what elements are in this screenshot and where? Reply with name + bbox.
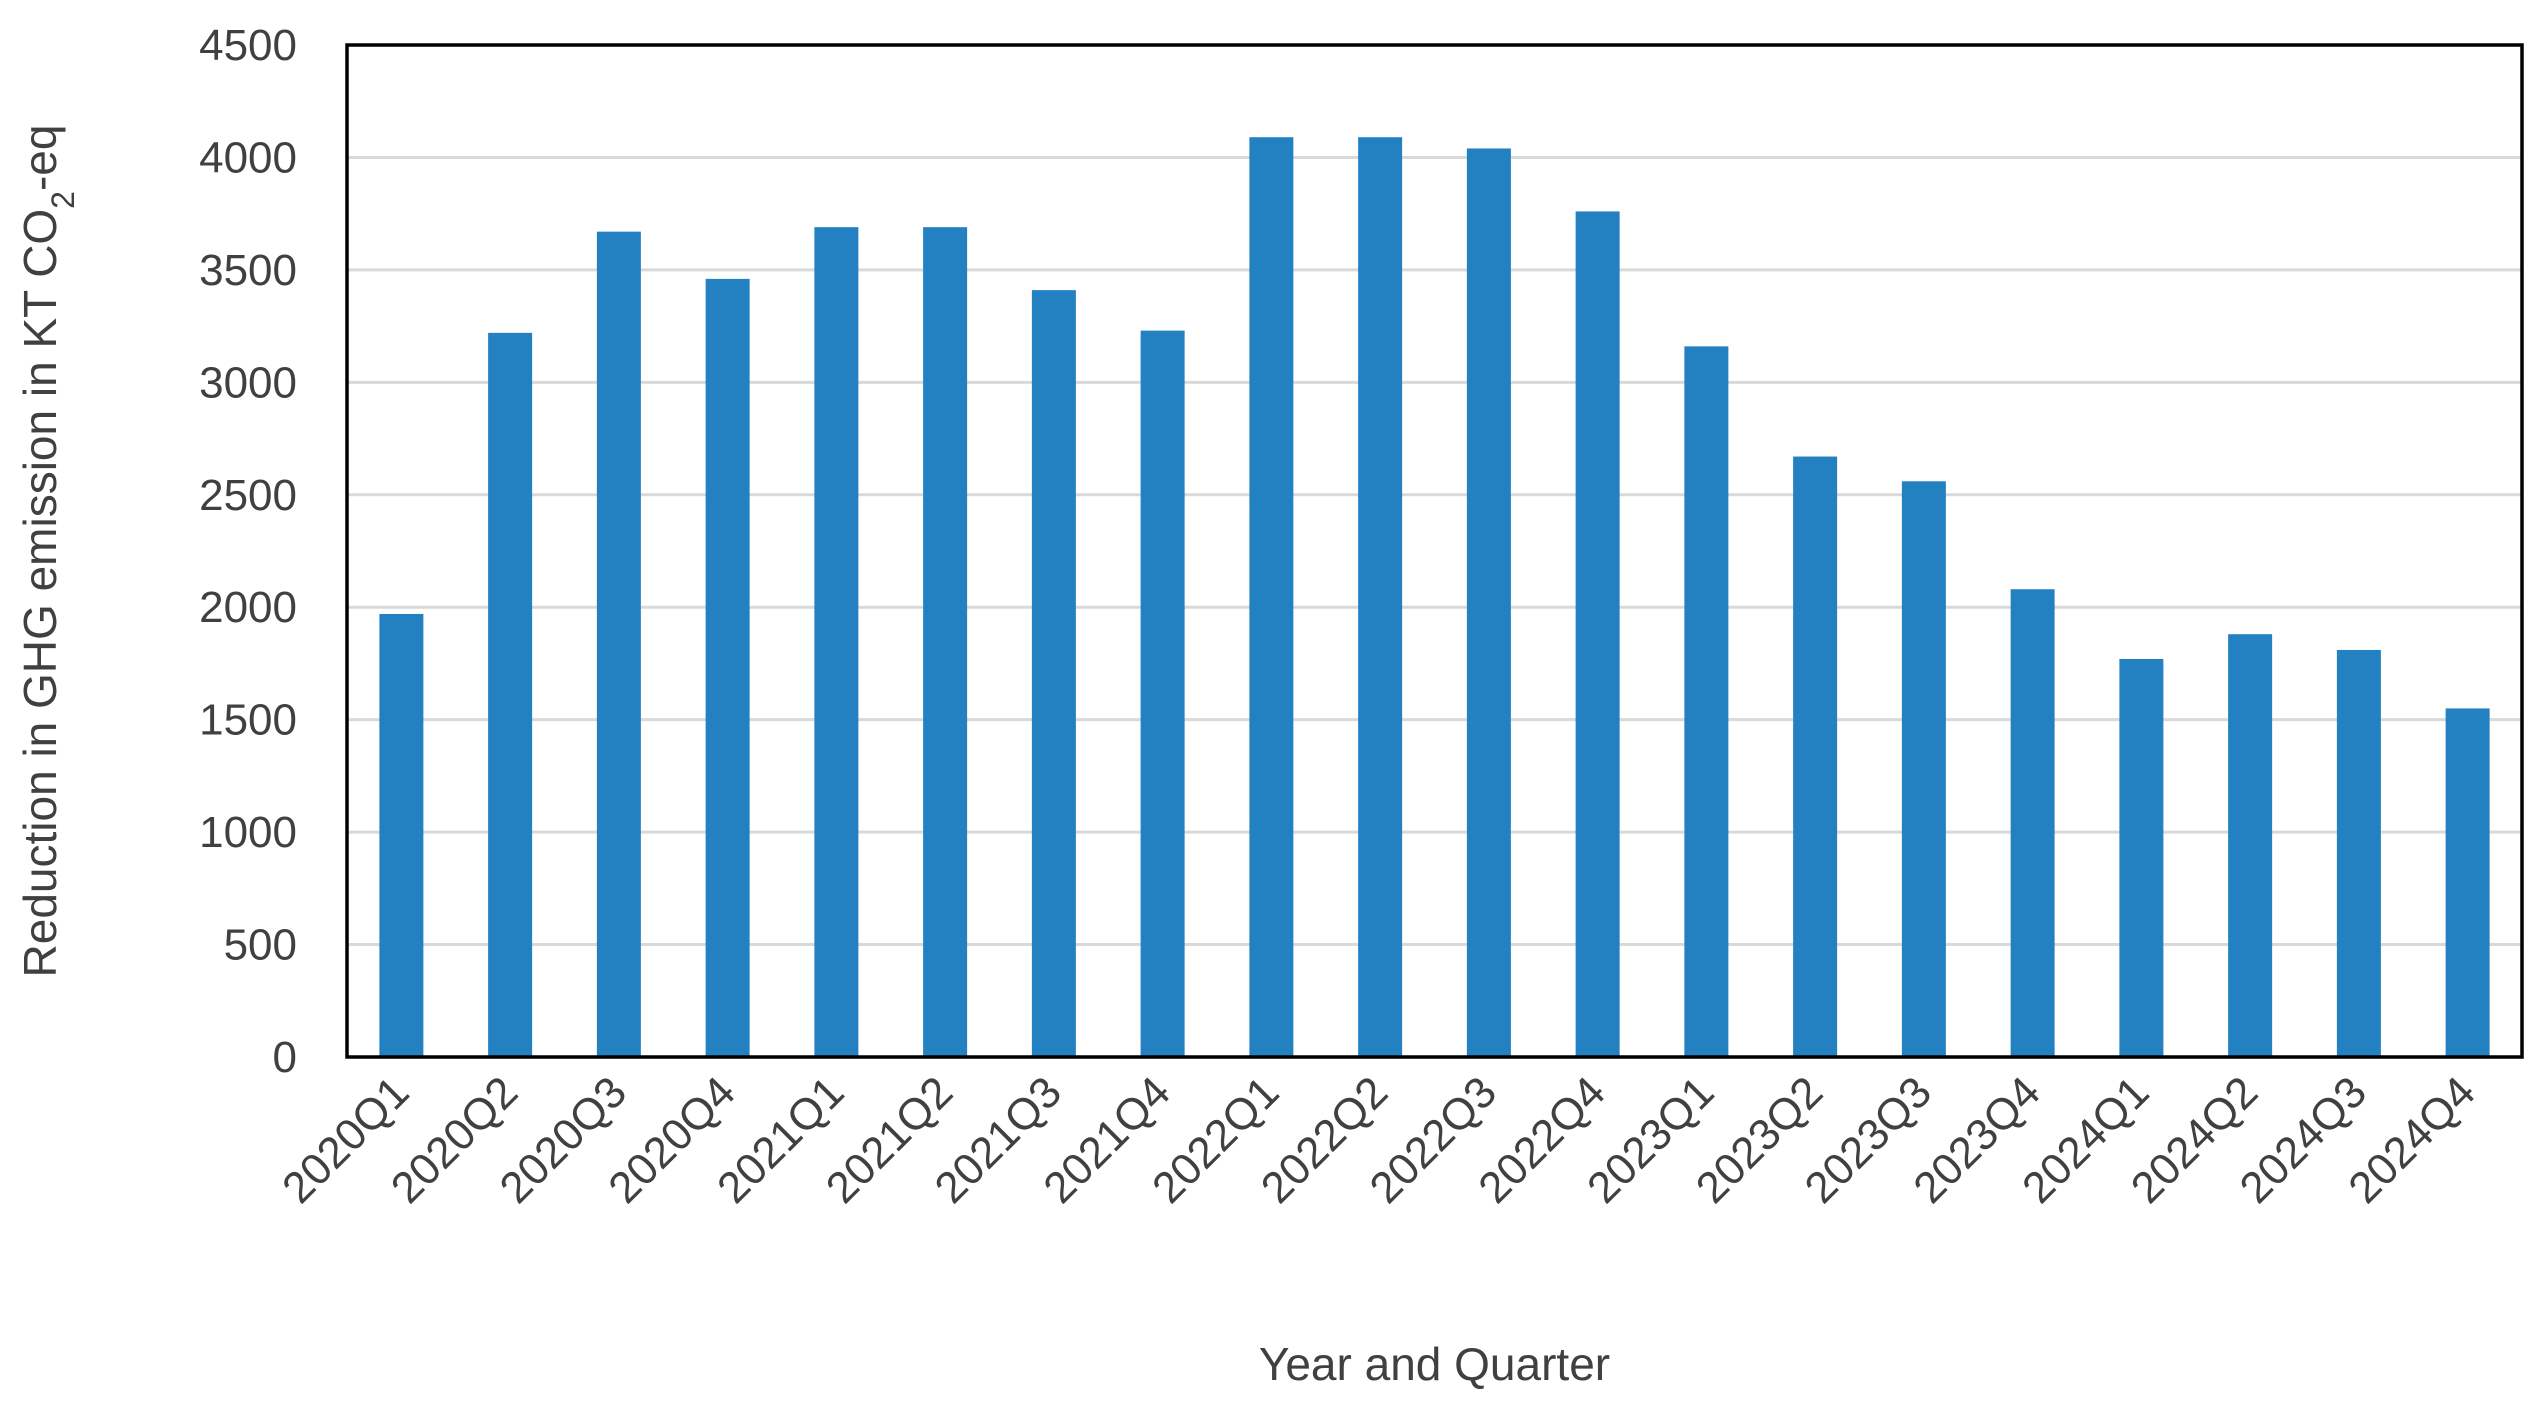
bar-2022Q4	[1575, 211, 1620, 1057]
y-tick-label: 1500	[199, 696, 297, 745]
bar-2024Q4	[2445, 708, 2490, 1057]
gridlines	[347, 155, 2522, 947]
bar-2021Q2	[923, 227, 968, 1057]
y-tick-label: 3500	[199, 246, 297, 295]
y-axis-ticks: 0 500 1000 1500 2000 2500 3000 3500 4000 4500	[199, 21, 297, 1082]
y-tick-label: 500	[224, 921, 297, 970]
y-tick-label: 2500	[199, 471, 297, 520]
x-axis-title: Year and Quarter	[1259, 1338, 1610, 1390]
bar-2020Q2	[488, 332, 533, 1057]
bars	[379, 137, 2490, 1058]
y-tick-label: 4500	[199, 21, 297, 70]
bar-2023Q4	[2010, 589, 2055, 1057]
y-axis-title: Reduction in GHG emission in KT CO2-eq	[14, 125, 81, 978]
x-axis-ticks: 2020Q12020Q22020Q32020Q42021Q12021Q22021…	[273, 1067, 2485, 1212]
bar-2021Q1	[814, 227, 859, 1057]
plot-frame	[345, 43, 2524, 1059]
bar-2021Q4	[1140, 330, 1185, 1057]
y-axis-title-main: Reduction in GHG emission in KT CO	[14, 209, 66, 978]
y-axis-title-subscript: 2	[45, 191, 81, 209]
bar-2023Q2	[1793, 456, 1838, 1058]
bar-2022Q2	[1358, 137, 1403, 1057]
y-axis-title-suffix: -eq	[14, 125, 66, 191]
bar-2022Q3	[1466, 148, 1511, 1058]
y-tick-label: 4000	[199, 133, 297, 182]
y-tick-label: 3000	[199, 358, 297, 407]
bar-2020Q4	[705, 278, 750, 1058]
bar-2023Q3	[1901, 481, 1946, 1058]
bar-2020Q3	[596, 231, 641, 1057]
bar-2021Q3	[1031, 290, 1076, 1057]
bar-2020Q1	[379, 613, 424, 1057]
bar-2024Q2	[2228, 634, 2273, 1057]
bar-2024Q1	[2119, 658, 2164, 1057]
y-tick-label: 1000	[199, 808, 297, 857]
bar-2023Q1	[1684, 346, 1729, 1058]
bar-2024Q3	[2336, 649, 2381, 1057]
y-tick-label: 0	[273, 1033, 297, 1082]
y-tick-label: 2000	[199, 583, 297, 632]
bar-2022Q1	[1249, 137, 1294, 1057]
